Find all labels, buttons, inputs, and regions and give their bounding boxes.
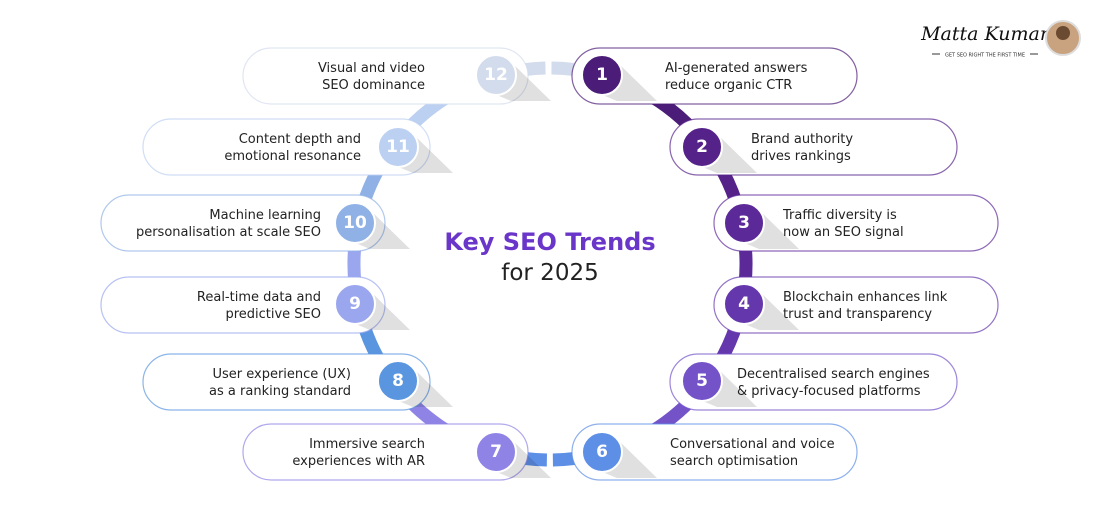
number: 6: [596, 442, 608, 462]
logo-name: Matta Kumar: [920, 23, 1051, 45]
number-circle: [475, 431, 517, 473]
pill: [242, 423, 529, 481]
pills: 1 AI-generated answers reduce organic CTR 2…: [100, 47, 999, 481]
trend-item: 3 Traffic diversity is now an SEO signal: [713, 194, 999, 252]
trend-item: 10 Machine learning personalisation at sca…: [100, 194, 410, 252]
trend-line-2: experiences with AR: [292, 454, 425, 469]
number-circle: [377, 126, 419, 168]
pill: [100, 194, 386, 252]
number-circle: [723, 283, 765, 325]
pill: [242, 47, 529, 105]
pill: [571, 423, 858, 481]
trend-line-1: Machine learning: [209, 208, 321, 223]
pill: [713, 194, 999, 252]
trend-line-1: AI-generated answers: [665, 61, 808, 76]
trend-line-2: emotional resonance: [224, 149, 361, 164]
trend-line-1: Conversational and voice: [670, 437, 835, 452]
number: 4: [738, 294, 750, 314]
number: 7: [490, 442, 502, 462]
trend-line-1: Content depth and: [239, 132, 361, 147]
trend-line-1: Blockchain enhances link: [783, 290, 948, 305]
number-circle: [723, 202, 765, 244]
trend-item: 12 Visual and video SEO dominance: [242, 47, 551, 105]
trend-line-2: drives rankings: [751, 149, 851, 164]
trend-line-1: User experience (UX): [212, 367, 351, 382]
title-highlight: Key SEO Trends: [444, 228, 655, 256]
number-circle: [334, 283, 376, 325]
trend-line-2: trust and transparency: [783, 307, 932, 322]
trend-line-2: now an SEO signal: [783, 225, 904, 240]
trend-line-2: personalisation at scale SEO: [136, 225, 321, 240]
trend-item: 2 Brand authority drives rankings: [669, 118, 958, 176]
trend-line-1: Traffic diversity is: [782, 208, 897, 223]
pill: [142, 118, 431, 176]
number: 9: [349, 294, 361, 314]
trend-item: 4 Blockchain enhances link trust and trans…: [713, 276, 999, 334]
trend-item: 11 Content depth and emotional resonance: [142, 118, 453, 176]
logo-tagline: GET SEO RIGHT THE FIRST TIME: [945, 53, 1025, 59]
trend-item: 5 Decentralised search engines & privacy-f…: [669, 353, 958, 411]
number-circle: [475, 54, 517, 96]
number-circle: [681, 126, 723, 168]
number-circle: [581, 431, 623, 473]
trend-line-1: Brand authority: [751, 132, 853, 147]
trend-line-2: predictive SEO: [225, 307, 321, 322]
trend-line-1: Real-time data and: [197, 290, 321, 305]
trend-line-1: Decentralised search engines: [737, 367, 930, 382]
pill: [571, 47, 858, 105]
number: 8: [392, 371, 404, 391]
number-circle: [334, 202, 376, 244]
trend-line-2: SEO dominance: [322, 78, 425, 93]
number: 3: [738, 213, 750, 233]
number: 10: [343, 213, 367, 233]
number: 11: [386, 137, 410, 157]
avatar-head: [1056, 26, 1070, 40]
trend-item: 7 Immersive search experiences with AR: [242, 423, 551, 481]
trend-line-2: search optimisation: [670, 454, 798, 469]
pill: [142, 353, 431, 411]
pill: [669, 353, 958, 411]
pill: [100, 276, 386, 334]
trend-item: 1 AI-generated answers reduce organic CTR: [571, 47, 858, 105]
trend-item: 6 Conversational and voice search optimisa…: [571, 423, 858, 481]
number: 5: [696, 371, 708, 391]
title-rest: for 2025: [501, 260, 598, 286]
pill: [713, 276, 999, 334]
pill: [669, 118, 958, 176]
trend-line-2: reduce organic CTR: [665, 78, 792, 93]
trend-line-2: & privacy-focused platforms: [737, 384, 921, 399]
number-circle: [377, 360, 419, 402]
number-circle: [681, 360, 723, 402]
trend-item: 9 Real-time data and predictive SEO: [100, 276, 410, 334]
logo: Matta Kumar GET SEO RIGHT THE FIRST TIME: [920, 20, 1081, 59]
trend-line-2: as a ranking standard: [209, 384, 351, 399]
number-circle: [581, 54, 623, 96]
trend-line-1: Immersive search: [309, 437, 425, 452]
trend-item: 8 User experience (UX) as a ranking standa…: [142, 353, 453, 411]
number: 1: [596, 65, 608, 85]
number: 12: [484, 65, 508, 85]
trend-line-1: Visual and video: [318, 61, 425, 76]
number: 2: [696, 137, 708, 157]
